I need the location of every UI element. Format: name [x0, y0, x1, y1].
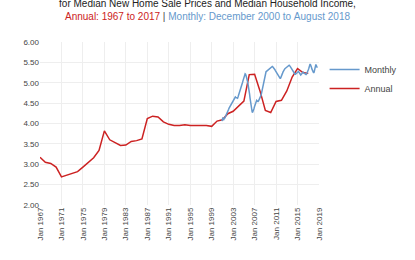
svg-text:Annual: Annual — [365, 84, 393, 94]
svg-text:Jan 2007: Jan 2007 — [250, 207, 259, 240]
svg-text:Jan 1983: Jan 1983 — [121, 207, 130, 240]
svg-text:Jan 1975: Jan 1975 — [79, 207, 88, 240]
svg-text:Jan 1999: Jan 1999 — [207, 207, 216, 240]
svg-text:Jan 2019: Jan 2019 — [315, 207, 324, 240]
svg-text:3.00: 3.00 — [23, 160, 39, 169]
svg-text:Jan 2003: Jan 2003 — [229, 207, 238, 240]
svg-text:Jan 1987: Jan 1987 — [143, 207, 152, 240]
svg-text:Jan 1967: Jan 1967 — [36, 207, 45, 240]
svg-text:Jan 1995: Jan 1995 — [186, 207, 195, 240]
svg-text:3.50: 3.50 — [23, 140, 39, 149]
svg-text:6.00: 6.00 — [23, 38, 39, 47]
svg-text:4.00: 4.00 — [23, 119, 39, 128]
svg-text:4.50: 4.50 — [23, 99, 39, 108]
svg-text:for Median New Home Sale Price: for Median New Home Sale Prices and Medi… — [59, 0, 356, 22]
svg-text:Monthly: Monthly — [365, 65, 397, 75]
svg-text:Jan 1991: Jan 1991 — [164, 207, 173, 240]
svg-text:Jan 2011: Jan 2011 — [272, 207, 281, 240]
svg-text:Jan 2015: Jan 2015 — [293, 207, 302, 240]
svg-text:2.50: 2.50 — [23, 180, 39, 189]
svg-text:5.00: 5.00 — [23, 79, 39, 88]
svg-text:2.00: 2.00 — [23, 201, 39, 210]
svg-text:5.50: 5.50 — [23, 58, 39, 67]
svg-text:Jan 1971: Jan 1971 — [57, 207, 66, 240]
svg-text:Jan 1979: Jan 1979 — [100, 207, 109, 240]
